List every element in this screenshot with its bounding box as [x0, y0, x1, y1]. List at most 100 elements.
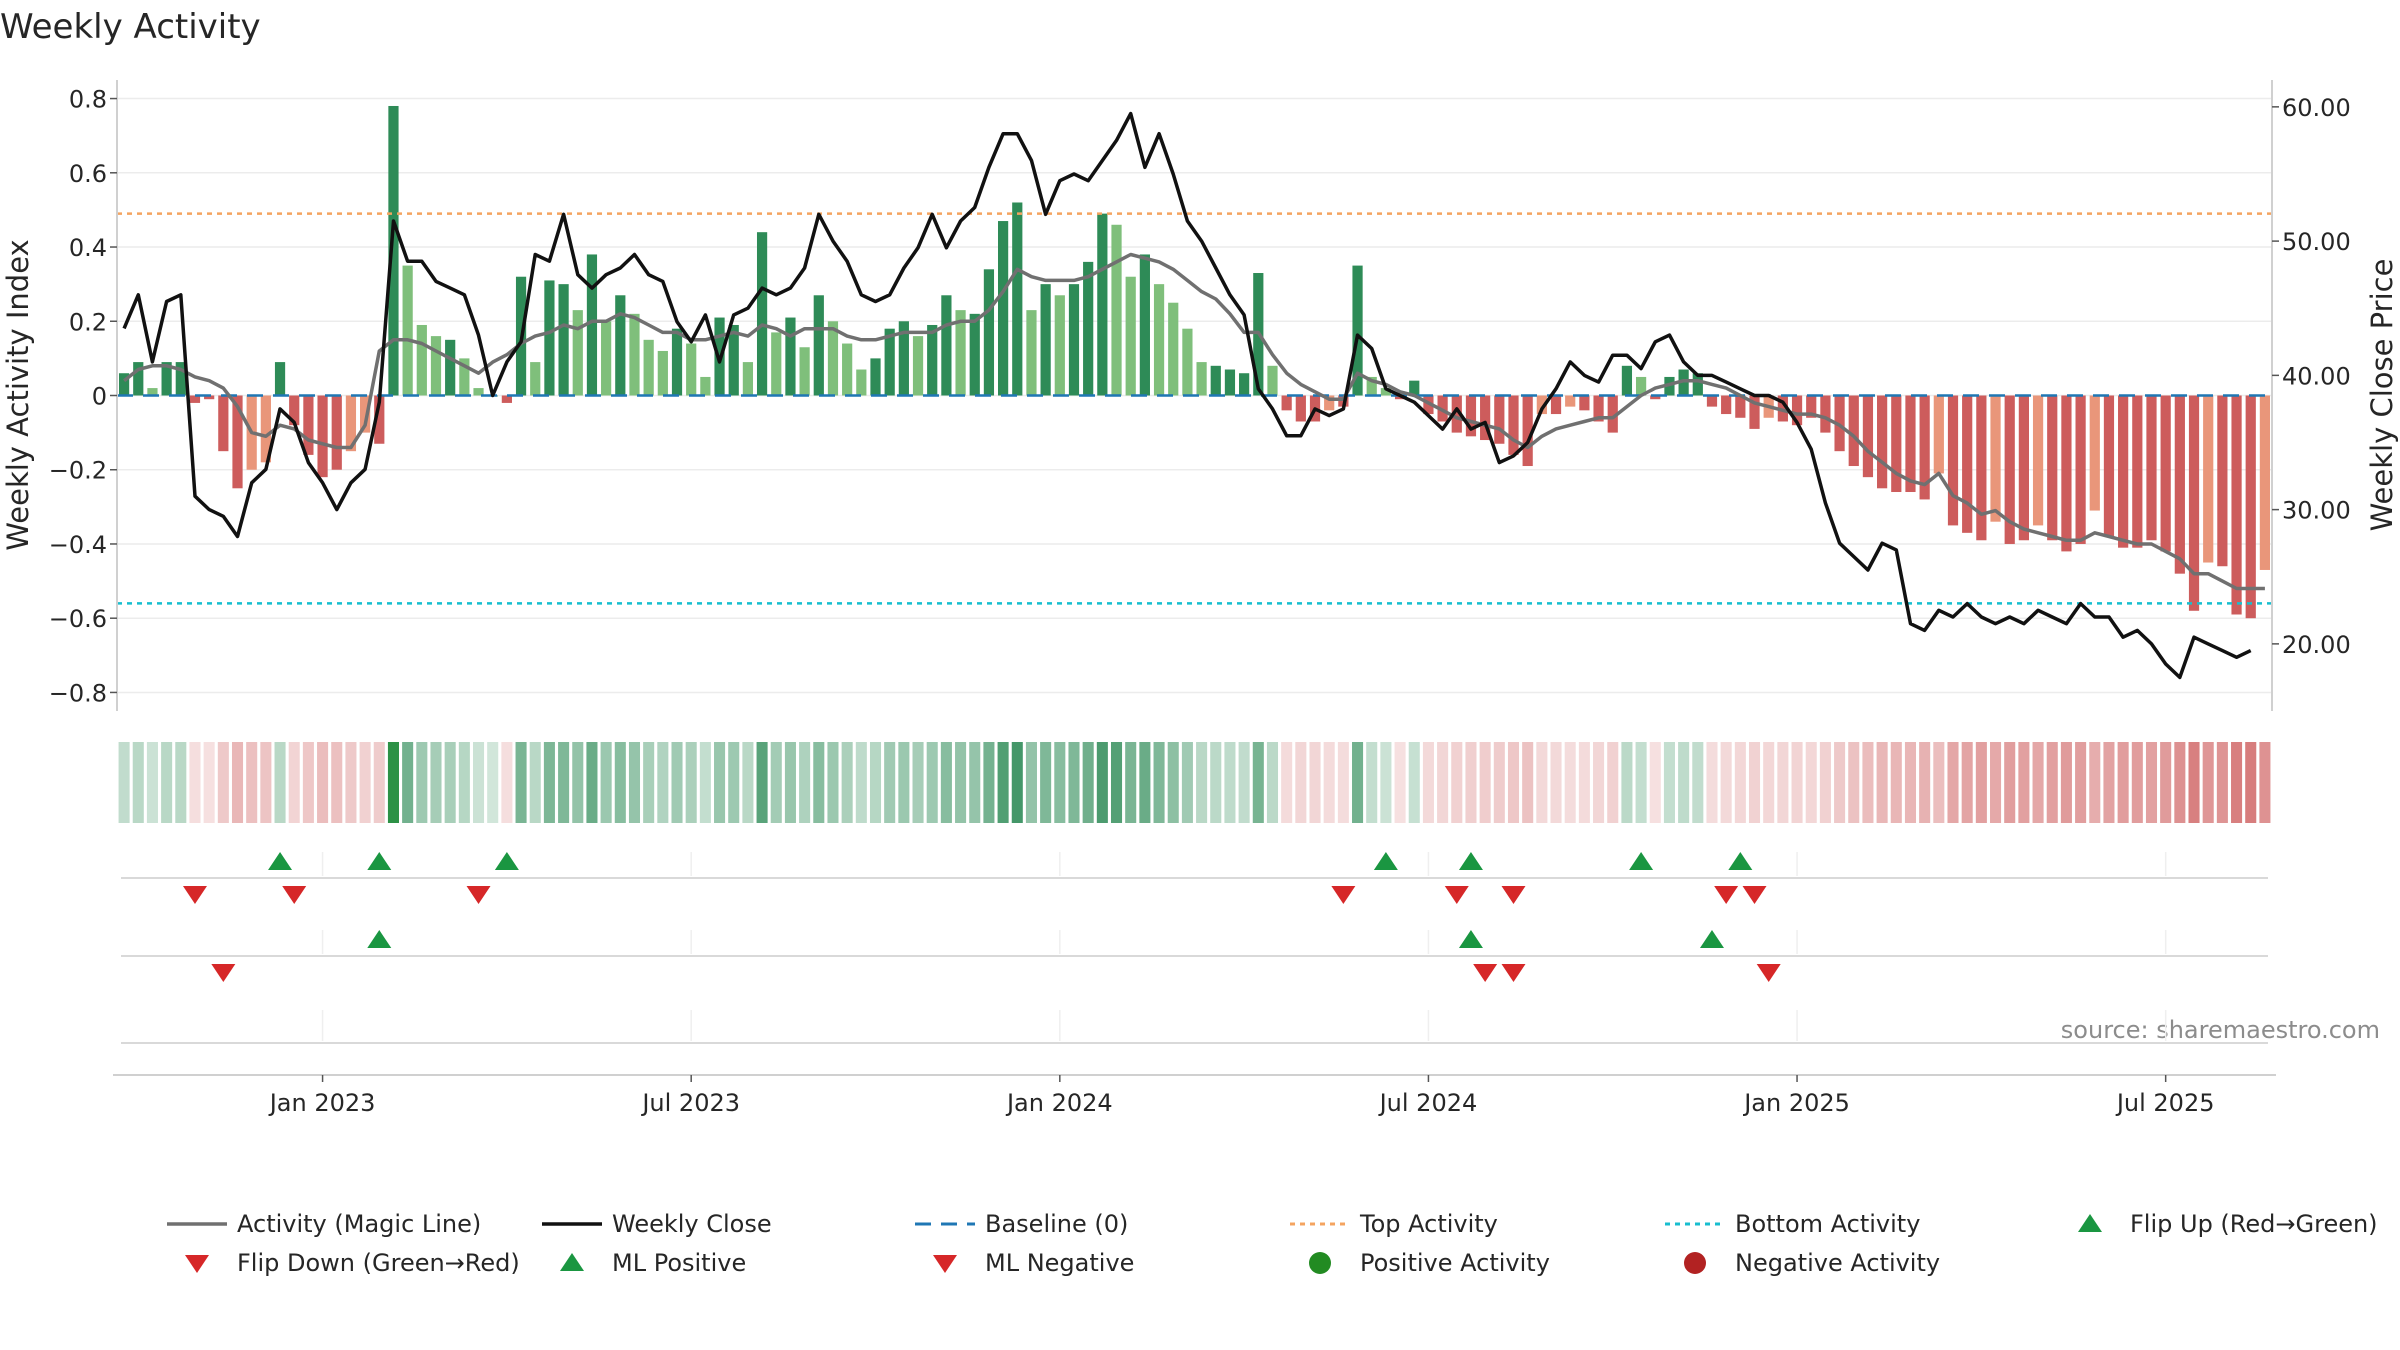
strip-cell: [1791, 742, 1803, 823]
activity-bar: [1508, 395, 1519, 455]
strip-cell: [1607, 742, 1619, 823]
activity-bar: [388, 105, 399, 396]
strip-cell: [430, 742, 442, 823]
strip-cell: [1507, 742, 1520, 823]
strip-cell: [2174, 742, 2186, 823]
strip-cell: [685, 742, 697, 823]
activity-bar: [1650, 395, 1661, 400]
strip-cell: [728, 742, 740, 823]
flip-up-marker: [268, 852, 293, 870]
legend-label: Baseline (0): [985, 1210, 1128, 1238]
strip-cell: [444, 742, 456, 823]
strip-cell: [1139, 742, 1151, 823]
strip-cell: [1890, 742, 1902, 823]
activity-bar: [941, 295, 952, 396]
strip-cell: [1337, 742, 1349, 823]
y-tick-label: −0.6: [49, 605, 107, 633]
weekly-close-series: [122, 111, 2252, 680]
activity-bar: [955, 310, 966, 396]
strip-cell: [1266, 742, 1279, 823]
activity-bar: [260, 395, 271, 463]
strip-cell: [1975, 742, 1987, 823]
activity-bar: [303, 395, 314, 455]
legend-label: Bottom Activity: [1735, 1210, 1920, 1238]
strip-cell: [1990, 742, 2002, 823]
y-tick-label: 0.2: [69, 308, 107, 336]
strip-cell: [827, 742, 839, 823]
strip-cell: [246, 742, 258, 823]
strip-cell: [869, 742, 882, 823]
strip-cell: [855, 742, 867, 823]
strip-cell: [586, 742, 598, 823]
ml-negative-marker: [211, 964, 236, 982]
y2-tick-label: 40.00: [2282, 362, 2351, 390]
strip-cell: [614, 742, 626, 823]
y-tick-label: 0.6: [69, 160, 107, 188]
strip-cell: [1011, 742, 1023, 823]
signal-rows-gridlines: [121, 852, 2268, 1044]
strip-cell: [260, 742, 272, 823]
strip-cell: [302, 742, 314, 823]
activity-bar: [1692, 373, 1703, 396]
strip-cell: [1252, 742, 1264, 823]
strip-cell: [203, 742, 215, 823]
strip-cell: [770, 742, 782, 823]
strip-cell: [1904, 742, 1916, 823]
activity-bar: [1409, 380, 1420, 396]
activity-bar: [997, 221, 1009, 396]
activity-bar: [2061, 395, 2072, 552]
strip-cell: [543, 742, 555, 823]
strip-cell: [884, 742, 896, 823]
strip-cell: [1848, 742, 1860, 823]
activity-bar: [1352, 265, 1363, 396]
strip-cell: [458, 742, 470, 823]
strip-cell: [515, 742, 527, 823]
strip-cell: [501, 742, 513, 823]
strip-cell: [2160, 742, 2172, 823]
strip-cell: [1649, 742, 1661, 823]
activity-bar: [884, 328, 895, 396]
strip-cell: [2103, 742, 2115, 823]
activity-bar: [771, 332, 782, 396]
legend-label: Top Activity: [1359, 1210, 1498, 1238]
activity-bar: [1877, 395, 1888, 489]
activity-bar: [331, 395, 342, 470]
strip-cell: [2089, 742, 2101, 823]
activity-bar: [827, 321, 839, 396]
activity-bar: [1976, 395, 1987, 541]
strip-cell: [671, 742, 683, 823]
flip-down-marker: [182, 886, 207, 904]
flip-down-marker: [282, 886, 307, 904]
activity-bar: [1522, 395, 1533, 467]
activity-bar: [274, 362, 286, 396]
activity-bar: [1295, 395, 1306, 422]
activity-bar: [2132, 395, 2143, 548]
activity-bar: [218, 395, 229, 452]
strip-cell: [189, 742, 201, 823]
activity-bar: [232, 395, 243, 489]
activity-bar: [1153, 284, 1165, 396]
activity-bar: [1366, 376, 1377, 396]
flip-down-marker: [466, 886, 491, 904]
strip-cell: [926, 742, 938, 823]
strip-cell: [1919, 742, 1931, 823]
activity-bar: [2217, 395, 2228, 567]
activity-bar: [133, 362, 144, 396]
direction-heat-strip: [118, 742, 2271, 823]
activity-bar: [1550, 395, 1562, 415]
strip-cell: [813, 742, 825, 823]
activity-bar: [416, 324, 427, 396]
activity-bar: [345, 395, 357, 452]
legend-label: Negative Activity: [1735, 1249, 1940, 1277]
activity-bar: [2188, 395, 2200, 611]
strip-cell: [1224, 742, 1236, 823]
activity-bar: [1040, 284, 1051, 396]
activity-bar: [813, 295, 824, 396]
strip-cell: [699, 742, 711, 823]
activity-bar: [1962, 395, 1973, 533]
strip-cell: [2259, 742, 2271, 823]
strip-cell: [1125, 742, 1137, 823]
legend-marker-positive-dot: [1309, 1252, 1331, 1274]
activity-bar: [1607, 395, 1618, 433]
strip-cell: [558, 742, 570, 823]
